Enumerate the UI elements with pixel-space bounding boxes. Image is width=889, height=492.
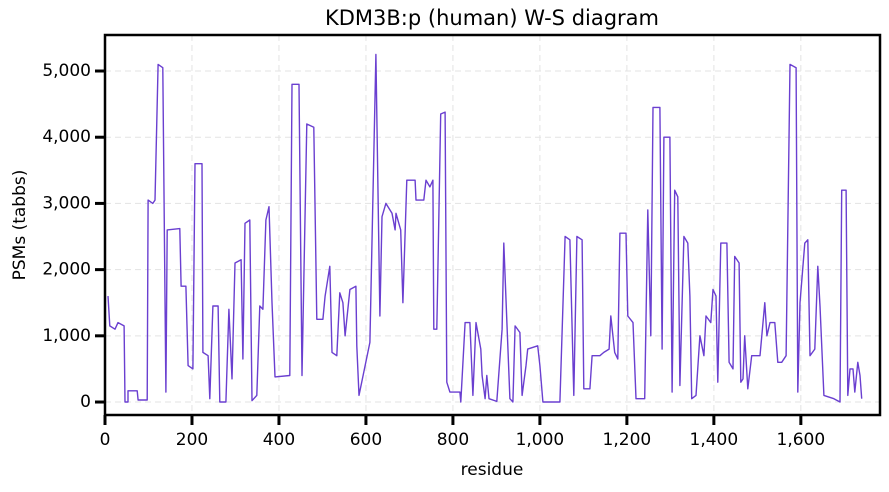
x-tick-label: 0: [100, 430, 111, 450]
x-tick-label: 200: [176, 430, 208, 450]
chart-title: KDM3B:p (human) W-S diagram: [325, 6, 659, 30]
x-axis-label: residue: [461, 460, 524, 480]
x-tick-label: 600: [350, 430, 382, 450]
y-axis-label: PSMs (tabbs): [10, 170, 30, 281]
plot-frame: [103, 33, 882, 417]
x-tick-label: 1,200: [603, 430, 652, 450]
x-tick-label: 400: [263, 430, 295, 450]
x-tick-label: 1,600: [777, 430, 826, 450]
y-tick-label: 0: [80, 392, 91, 412]
x-tick-label: 1,000: [516, 430, 565, 450]
x-tick-label: 800: [437, 430, 469, 450]
x-tick-label: 1,400: [690, 430, 739, 450]
data-line: [107, 53, 863, 403]
y-tick-label: 2,000: [42, 260, 91, 280]
y-tick-label: 4,000: [42, 127, 91, 147]
y-tick-label: 5,000: [42, 61, 91, 81]
y-tick-label: 3,000: [42, 193, 91, 213]
y-tick-label: 1,000: [42, 326, 91, 346]
